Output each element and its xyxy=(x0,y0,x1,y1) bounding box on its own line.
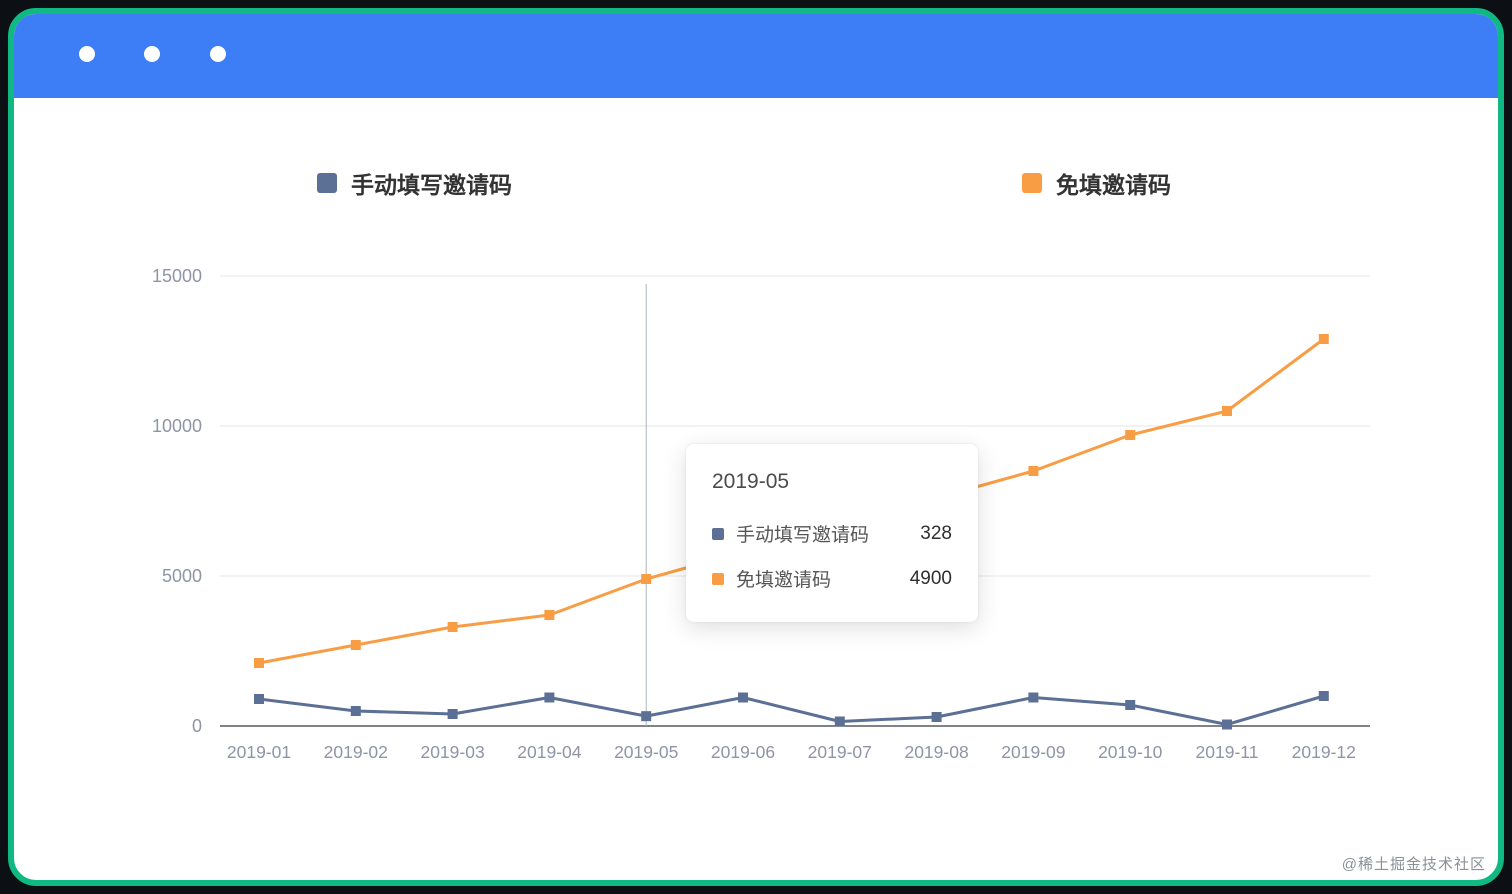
data-point[interactable] xyxy=(350,640,361,650)
x-axis-label: 2019-02 xyxy=(324,742,388,762)
legend-swatch-free xyxy=(1022,173,1042,193)
legend-label-manual: 手动填写邀请码 xyxy=(351,172,512,198)
data-point[interactable] xyxy=(544,692,555,703)
tooltip-label-free: 免填邀请码 xyxy=(736,570,832,591)
tooltip-label-manual: 手动填写邀请码 xyxy=(736,525,870,546)
data-point[interactable] xyxy=(641,574,652,584)
data-point[interactable] xyxy=(738,692,748,703)
watermark: @稀土掘金技术社区 xyxy=(1341,856,1486,873)
data-point[interactable] xyxy=(254,694,264,704)
window-control-dot-1[interactable] xyxy=(79,46,95,62)
x-axis-label: 2019-04 xyxy=(517,742,581,762)
data-point[interactable] xyxy=(254,658,264,668)
x-axis-label: 2019-03 xyxy=(420,742,484,762)
window-control-dot-3[interactable] xyxy=(210,46,226,62)
x-axis-label: 2019-06 xyxy=(711,742,775,762)
data-point[interactable] xyxy=(1028,692,1039,703)
legend-swatch-manual xyxy=(317,173,337,193)
data-point[interactable] xyxy=(350,706,361,716)
legend-item-free[interactable]: 免填邀请码 xyxy=(1022,166,1171,200)
series-line-0 xyxy=(257,694,1326,726)
y-axis-label: 15000 xyxy=(152,266,202,286)
x-axis-label: 2019-09 xyxy=(1001,742,1065,762)
data-point[interactable] xyxy=(1028,466,1039,476)
data-point[interactable] xyxy=(641,711,652,722)
y-axis-label: 10000 xyxy=(152,416,202,436)
x-axis-label: 2019-01 xyxy=(227,742,291,762)
data-point[interactable] xyxy=(834,716,845,727)
tooltip-value-free: 4900 xyxy=(909,567,952,589)
app-window: 手动填写邀请码 免填邀请码 0 5000 10000 15000 2019-01 2019… xyxy=(8,8,1504,886)
tooltip-marker-free xyxy=(712,572,724,585)
x-axis-label: 2019-07 xyxy=(808,742,872,762)
x-axis-label: 2019-11 xyxy=(1196,742,1259,762)
data-point[interactable] xyxy=(1222,406,1232,416)
data-point[interactable] xyxy=(447,622,458,632)
y-axis-label: 5000 xyxy=(162,566,202,586)
x-axis-label: 2019-12 xyxy=(1292,742,1356,762)
window-control-dot-2[interactable] xyxy=(144,46,160,62)
data-point[interactable] xyxy=(1318,334,1329,344)
y-axis-label: 0 xyxy=(192,716,202,736)
data-point[interactable] xyxy=(544,610,555,620)
data-point[interactable] xyxy=(1125,430,1136,440)
x-axis-label: 2019-10 xyxy=(1098,742,1162,762)
window-titlebar xyxy=(14,14,1498,98)
legend-item-manual[interactable]: 手动填写邀请码 xyxy=(317,166,512,200)
tooltip-row-manual: 手动填写邀请码 328 xyxy=(712,520,952,547)
x-axis-label: 2019-08 xyxy=(904,742,968,762)
tooltip-marker-manual xyxy=(712,527,724,540)
x-axis-label: 2019-05 xyxy=(614,742,678,762)
data-point[interactable] xyxy=(447,709,458,719)
data-point[interactable] xyxy=(1318,691,1329,701)
tooltip-value-manual: 328 xyxy=(920,522,952,544)
legend-label-free: 免填邀请码 xyxy=(1056,172,1171,198)
data-point[interactable] xyxy=(931,712,942,722)
tooltip-title: 2019-05 xyxy=(712,470,790,493)
tooltip-row-free: 免填邀请码 4900 xyxy=(712,565,952,592)
data-point[interactable] xyxy=(1222,719,1232,730)
chart-tooltip: 2019-05 手动填写邀请码 328 免填邀请码 4900 xyxy=(686,444,978,622)
data-point[interactable] xyxy=(1125,700,1136,710)
